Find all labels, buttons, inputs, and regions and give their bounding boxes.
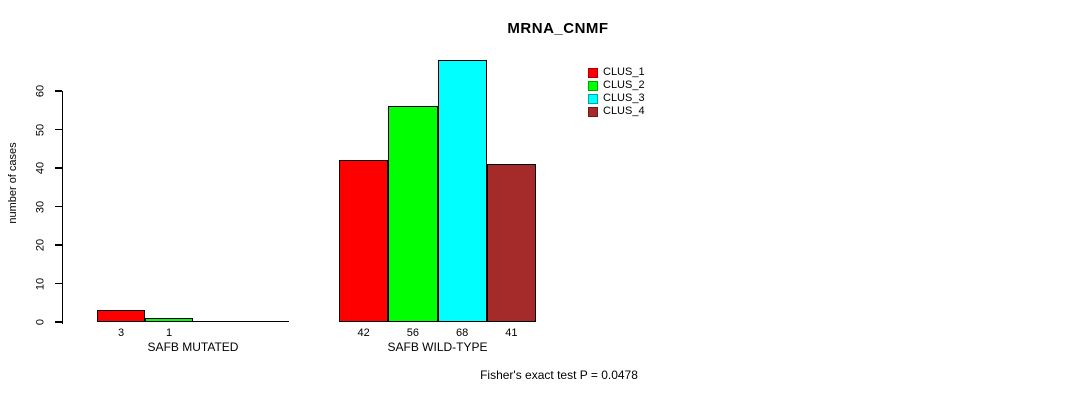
y-axis-tick-label: 30: [34, 200, 47, 213]
bar-clus_1: [339, 160, 389, 322]
bar-value-label: 41: [505, 327, 518, 339]
bar-clus_2: [145, 318, 193, 322]
y-axis-tick: [55, 128, 62, 131]
annotation-text: Fisher's exact test P = 0.0478: [480, 368, 638, 382]
chart-title: MRNA_CNMF: [507, 20, 609, 37]
legend-swatch-clus_2: [588, 80, 598, 91]
legend-label: CLUS_3: [603, 92, 645, 104]
legend-row: CLUS_1: [588, 66, 645, 79]
bar-value-label: 68: [456, 327, 469, 339]
bar-clus_1: [97, 310, 145, 322]
bar-value-label: 42: [357, 327, 370, 339]
y-axis-tick-label: 20: [34, 238, 47, 252]
legend-row: CLUS_4: [588, 105, 645, 118]
legend: CLUS_1 CLUS_2 CLUS_3 CLUS_4: [588, 66, 645, 118]
category-label: SAFB WILD-TYPE: [387, 340, 488, 354]
y-axis-tick-label: 50: [34, 123, 47, 136]
y-axis-tick-label: 10: [34, 277, 47, 290]
y-axis-tick: [55, 244, 62, 246]
bar-value-label: 56: [406, 327, 419, 339]
y-axis-tick: [55, 321, 62, 323]
bar-clus_2: [388, 106, 438, 322]
bar-value-label: 3: [117, 327, 125, 339]
group-baseline: [97, 320, 289, 322]
legend-swatch-clus_4: [588, 106, 598, 117]
legend-label: CLUS_4: [603, 105, 645, 117]
bar-clus_3: [437, 60, 487, 322]
legend-swatch-clus_3: [588, 93, 598, 104]
y-axis-tick-label: 60: [34, 84, 47, 98]
legend-row: CLUS_2: [588, 79, 645, 92]
category-label: SAFB MUTATED: [147, 340, 239, 354]
y-axis-tick: [55, 282, 62, 285]
legend-row: CLUS_3: [588, 92, 645, 105]
legend-label: CLUS_1: [603, 66, 645, 78]
legend-label: CLUS_2: [603, 79, 645, 91]
bar-clus_4: [486, 164, 536, 322]
y-axis-tick-label: 40: [34, 161, 47, 175]
y-axis-tick: [55, 205, 62, 208]
y-axis-tick-label: 0: [34, 318, 47, 326]
y-axis-line: [61, 91, 63, 324]
y-axis-tick: [55, 90, 62, 92]
legend-swatch-clus_1: [588, 67, 598, 78]
y-axis-tick: [55, 167, 62, 169]
bar-value-label: 1: [165, 327, 173, 339]
